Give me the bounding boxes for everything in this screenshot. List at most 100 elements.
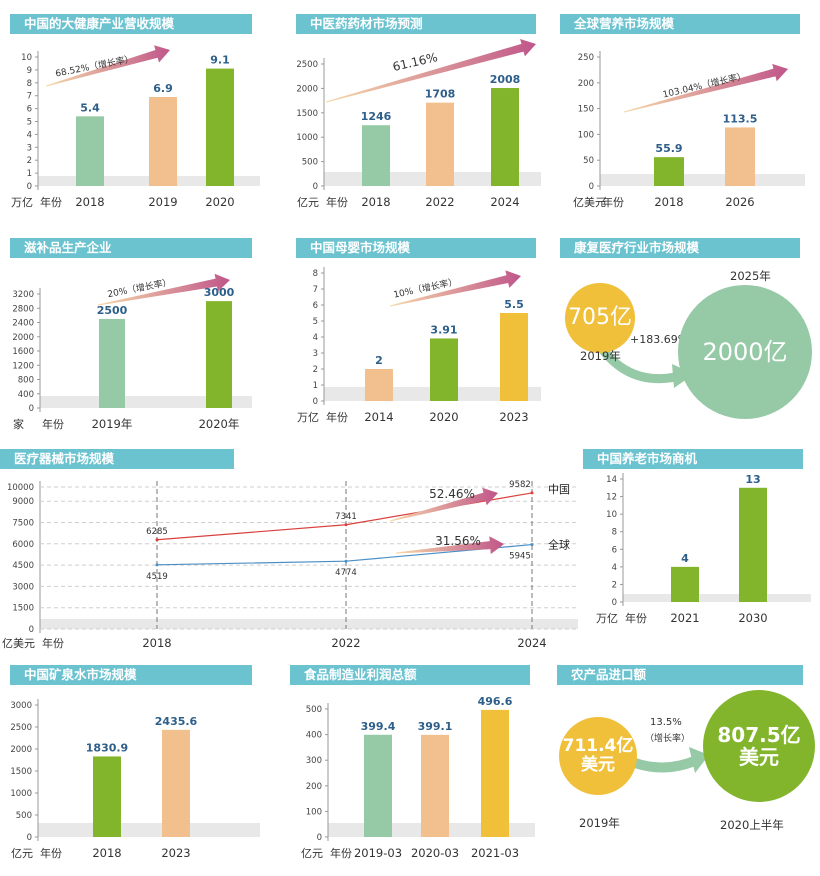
chart-health: 中国的大健康产业营收规模 0 1 2 3 4 5 6 7 8 9 10 5.4 2018 6.9 2019 9… — [10, 14, 262, 219]
bar-value-label: 6.9 — [153, 82, 173, 95]
data-point — [155, 563, 159, 567]
growth-arrow — [389, 270, 521, 307]
y-tick-label: 8 — [27, 79, 32, 89]
y-tick-label: 0 — [27, 833, 32, 843]
bubble-2020: 807.5亿 美元 — [703, 690, 815, 802]
y-tick-label: 300 — [306, 756, 322, 766]
unit-label: 万亿 — [596, 612, 618, 625]
y-tick-label: 100 — [306, 807, 322, 817]
y-tick-label: 2 — [27, 156, 32, 166]
y-tick-label: 2800 — [12, 304, 34, 314]
bar-value-label: 2 — [375, 354, 383, 367]
y-tick-label: 200 — [578, 79, 594, 89]
bar-value-label: 399.4 — [361, 720, 396, 733]
y-tick-label: 6 — [313, 301, 318, 311]
y-tick-label: 0 — [313, 182, 318, 192]
growth-label: 68.52%（增长率） — [54, 53, 134, 80]
growth-arrow — [596, 343, 682, 384]
unit-label: 家 — [13, 417, 24, 431]
x-tick-label: 2019年 — [92, 417, 133, 431]
growth-note: （增长率） — [645, 734, 691, 744]
growth-arrow — [389, 487, 498, 522]
y-tick-label: 1 — [313, 381, 318, 391]
y-tick-label: 2000 — [296, 84, 318, 94]
x-tick-label: 2018 — [75, 195, 104, 209]
x-tick-label: 2014 — [364, 410, 393, 424]
chart-nutrition: 全球营养市场规模 0 50 100 150 200 250 55.9 2018 113.5 202… — [560, 14, 810, 219]
bar — [99, 318, 125, 408]
y-tick-label: 2000 — [10, 745, 32, 755]
bar-value-label: 2435.6 — [155, 715, 198, 728]
x-tick-label: 2022 — [425, 195, 454, 209]
y-tick-label: 0 — [589, 182, 594, 192]
bar — [206, 301, 232, 408]
y-tick-label: 500 — [306, 705, 322, 715]
bar-value-label: 9.1 — [210, 54, 230, 67]
x-tick-label: 2024 — [490, 195, 519, 209]
bar — [426, 102, 454, 186]
y-tick-label: 250 — [578, 53, 594, 63]
y-tick-label: 200 — [306, 782, 322, 792]
y-tick-label: 4 — [313, 333, 318, 343]
chart-title: 食品制造业利润总额 — [290, 665, 530, 685]
y-tick-label: 150 — [578, 105, 594, 115]
y-tick-label: 10 — [21, 53, 32, 63]
chart-device-svg: 0 1500 3000 4500 6000 7500 9000 10000 2018 2022 20… — [2, 480, 578, 650]
y-tick-label: 1600 — [12, 347, 34, 357]
x-tick-label: 2018 — [654, 195, 683, 209]
growth-arrow — [45, 45, 170, 87]
unit-label: 亿美元 — [2, 637, 35, 650]
y-tick-label: 500 — [302, 158, 318, 168]
unit-label: 亿美元 — [573, 196, 606, 209]
data-label: 4519 — [146, 572, 168, 582]
y-tick-label: 8 — [313, 269, 318, 279]
bar-value-label: 2500 — [97, 304, 128, 317]
y-tick-label: 0 — [612, 598, 617, 608]
y-tick-label: 7 — [27, 92, 32, 102]
chart-device: 医疗器械市场规模 0 1500 3000 4500 6000 7500 9000 10000 2… — [0, 449, 580, 654]
y-tick-label: 2 — [612, 580, 617, 590]
y-tick-label: 2500 — [296, 60, 318, 70]
year-label: 年份 — [602, 195, 624, 209]
chart-title: 康复医疗行业市场规模 — [560, 238, 800, 258]
bar — [76, 116, 104, 186]
data-label: 4774 — [335, 568, 357, 578]
series-name: 全球 — [548, 538, 570, 552]
chart-nutrition-svg: 05010015020025055.92018113.52026亿美元年份103… — [573, 51, 805, 209]
baseline-band — [600, 174, 805, 186]
data-point — [530, 543, 534, 547]
growth-label: 31.56% — [435, 534, 481, 548]
y-tick-label: 2500 — [10, 723, 32, 733]
growth-arrow — [97, 273, 231, 306]
bar — [671, 566, 699, 602]
chart-title: 中医药药材市场预测 — [296, 14, 536, 34]
chart-tcm-svg: 0 500 1000 1500 2000 2500 1246 2018 1708 2022 2008… — [296, 39, 541, 209]
y-tick-label: 0 — [29, 625, 34, 635]
x-tick-label: 2021 — [670, 611, 699, 625]
x-tick-label: 2018 — [92, 846, 121, 860]
x-tick-label: 2018 — [142, 636, 171, 650]
bar-value-label: 2008 — [490, 73, 521, 86]
bubble-value: 2000亿 — [702, 337, 788, 366]
growth-label: 13.5% — [650, 717, 682, 728]
bar-value-label: 55.9 — [655, 142, 682, 155]
x-tick-label: 2026 — [725, 195, 754, 209]
y-tick-label: 0 — [27, 182, 32, 192]
bar-value-label: 113.5 — [723, 112, 758, 125]
y-tick-label: 2 — [313, 365, 318, 375]
chart-elderly: 中国养老市场商机 0 2 4 6 8 10 12 14 4 2021 13 2030 万亿 年份 — [583, 449, 813, 634]
chart-title: 医疗器械市场规模 — [0, 449, 234, 469]
bar-value-label: 5.5 — [504, 298, 524, 311]
bar-value-label: 496.6 — [478, 695, 513, 708]
chart-title: 滋补品生产企业 — [10, 238, 252, 258]
data-label: 7341 — [335, 512, 357, 522]
growth-arrow — [625, 755, 699, 773]
bar — [362, 125, 390, 186]
growth-label: +183.69% — [630, 333, 689, 346]
year-label: 年份 — [42, 417, 64, 431]
x-tick-label: 2018 — [361, 195, 390, 209]
bar — [421, 734, 449, 837]
bubble-value-line1: 711.4亿 — [562, 736, 634, 757]
x-tick-label: 2030 — [738, 611, 767, 625]
